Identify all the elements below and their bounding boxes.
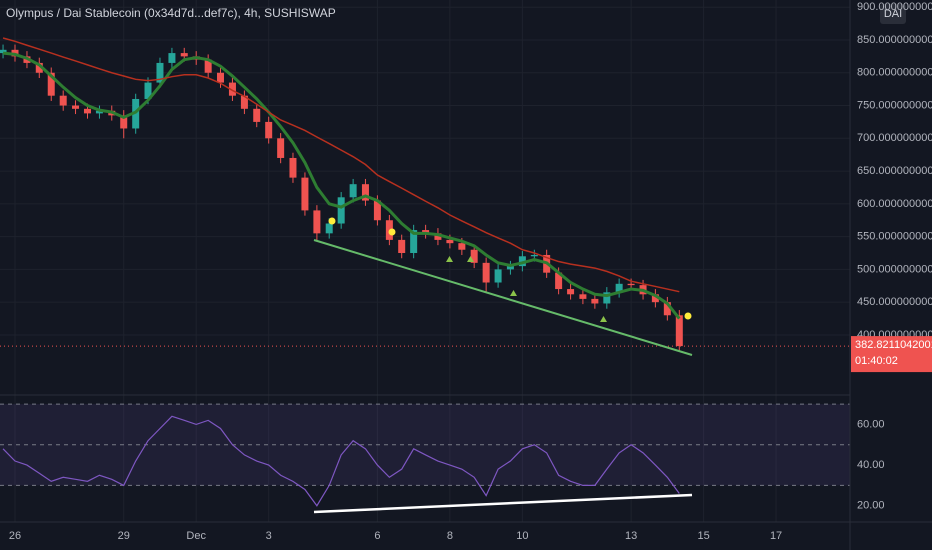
candle-body [663, 302, 671, 316]
y-tick-label: 500.0000000000 [857, 263, 932, 275]
y-tick-label: 750.0000000000 [857, 99, 932, 111]
plot [0, 37, 850, 507]
y-tick-label: 650.0000000000 [857, 165, 932, 177]
candle-body [83, 108, 91, 114]
candle-body [410, 230, 418, 254]
candle-body [470, 249, 478, 263]
y-tick-label: 40.00 [857, 459, 885, 471]
candle-body [337, 197, 345, 224]
trend-line [313, 239, 693, 356]
candle-body [458, 243, 466, 250]
candle-body [301, 177, 309, 211]
x-tick-label: 6 [374, 530, 380, 542]
x-tick-label: 13 [625, 530, 637, 542]
candle-body [313, 210, 321, 234]
candle-body [72, 105, 80, 109]
y-tick-label: 900.0000000000 [857, 1, 932, 13]
candle-body [0, 49, 7, 54]
candle-body [615, 283, 623, 293]
signal-dot [388, 228, 396, 236]
candle-body [120, 115, 128, 129]
candle-body [494, 269, 502, 283]
x-tick-label: 10 [516, 530, 528, 542]
y-tick-label: 60.00 [857, 418, 885, 430]
candle-body [591, 298, 599, 304]
x-tick-label: 15 [697, 530, 709, 542]
y-tick-label: 800.0000000000 [857, 67, 932, 79]
candle-body [59, 95, 67, 106]
x-tick-label: 8 [447, 530, 453, 542]
candle-body [675, 315, 683, 347]
candle-body [204, 59, 212, 73]
y-tick-label: 20.00 [857, 500, 885, 512]
candle-body [530, 254, 538, 257]
currency-badge-text: DAI [884, 8, 902, 20]
candle-body [180, 53, 188, 57]
candle-body [35, 62, 43, 73]
candle-body [567, 289, 575, 295]
currency-badge[interactable] [880, 4, 906, 24]
signal-dot [684, 312, 692, 320]
candle-body [555, 272, 563, 290]
x-tick-label: 29 [118, 530, 130, 542]
candle-body [651, 294, 659, 303]
candle-body [482, 262, 490, 283]
x-tick-label: 17 [770, 530, 782, 542]
x-tick-label: Dec [186, 530, 206, 542]
y-tick-label: 850.0000000000 [857, 34, 932, 46]
last-price-box [851, 336, 932, 373]
candle-body [325, 223, 333, 234]
grid [0, 0, 850, 522]
last-price-label: 382.8211042001 [855, 339, 932, 351]
candle-body [398, 239, 406, 254]
candle-body [253, 108, 261, 122]
candle-body [144, 82, 152, 99]
candle-body [95, 110, 103, 114]
moving-average [2, 37, 680, 293]
candle-body [265, 121, 273, 139]
candle-body [47, 72, 55, 96]
candle-body [228, 82, 236, 96]
countdown-label: 01:40:02 [855, 355, 898, 367]
y-tick-label: 700.0000000000 [857, 132, 932, 144]
x-tick-label: 3 [266, 530, 272, 542]
candle-body [446, 239, 454, 244]
candle-body [422, 230, 430, 234]
moving-average [2, 51, 681, 320]
rsi-trend-line [313, 493, 693, 514]
candle-body [132, 98, 140, 129]
y-tick-label: 550.0000000000 [857, 231, 932, 243]
candle-body [579, 294, 587, 299]
chart-title: Olympus / Dai Stablecoin (0x34d7d...def7… [6, 6, 336, 20]
candle-body [168, 53, 176, 63]
y-tick-label: 450.0000000000 [857, 296, 932, 308]
candle-body [361, 184, 369, 201]
candle-body [518, 256, 526, 267]
candle-body [156, 62, 164, 83]
y-tick-label: 600.0000000000 [857, 198, 932, 210]
candle-body [240, 95, 248, 109]
candle-body [603, 292, 611, 304]
rsi-line [2, 415, 680, 507]
candle-body [216, 72, 224, 83]
candle-body [627, 283, 635, 286]
x-tick-label: 26 [9, 530, 21, 542]
candle-body [277, 138, 285, 158]
candle-body [373, 200, 381, 221]
candle-body [506, 266, 514, 270]
candle-body [289, 157, 297, 178]
candle-body [434, 233, 442, 240]
signal-dot [328, 217, 336, 225]
candle-body [349, 184, 357, 198]
